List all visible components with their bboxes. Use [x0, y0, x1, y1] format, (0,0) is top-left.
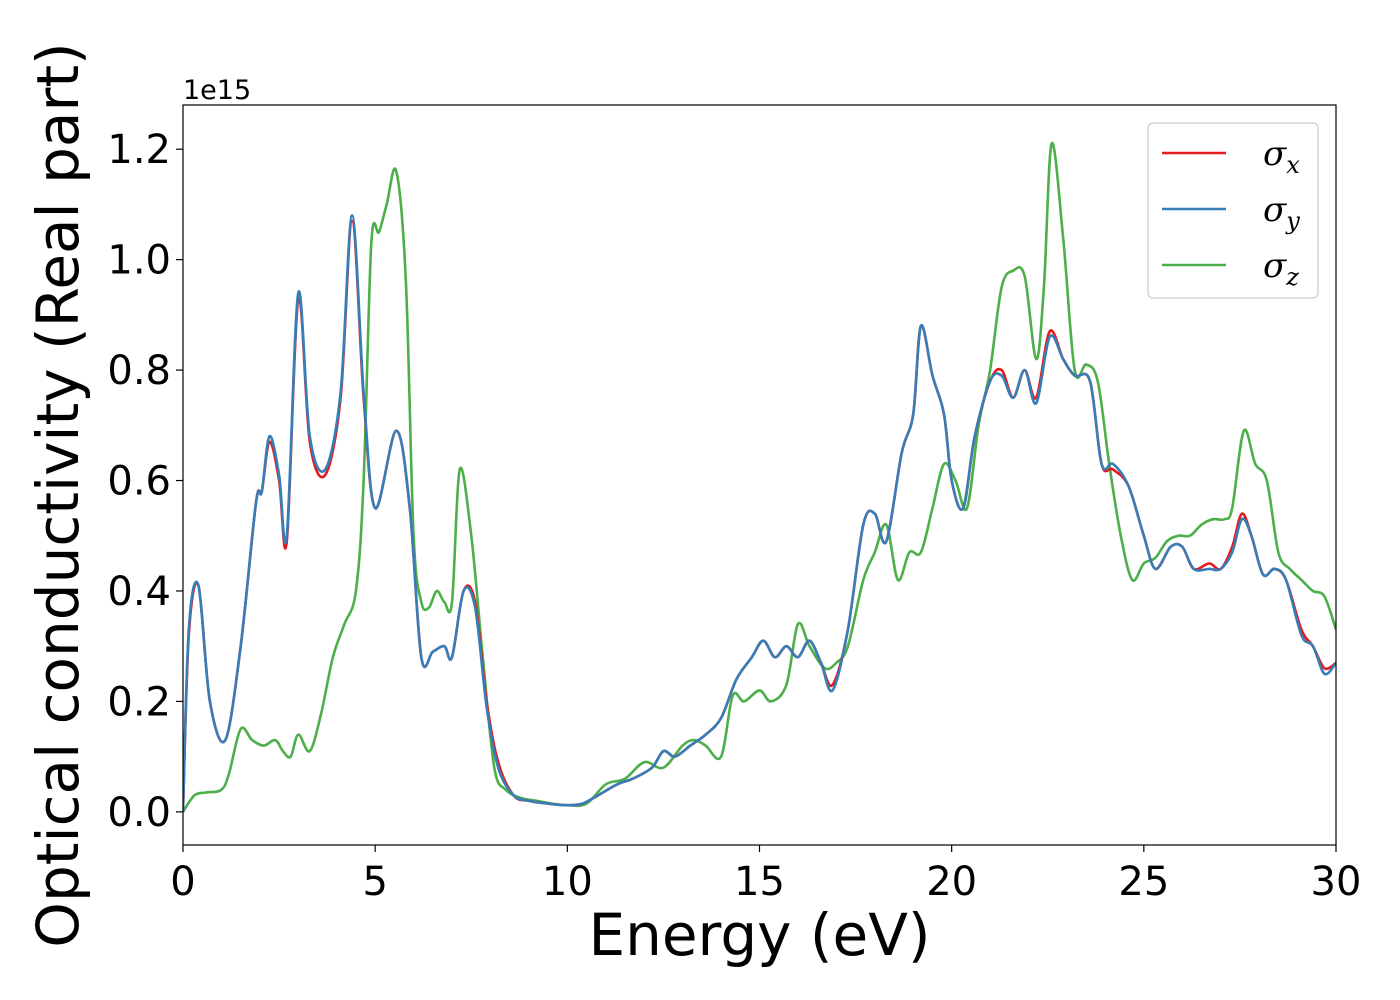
- x-axis-label: Energy (eV): [588, 901, 930, 969]
- legend-label-z: σz: [1263, 246, 1299, 291]
- y-tick-label: 0.0: [107, 790, 171, 836]
- legend-label-subscript: z: [1285, 263, 1299, 291]
- x-tick-label: 15: [734, 859, 785, 905]
- x-tick-label: 10: [542, 859, 593, 905]
- y-tick-label: 0.2: [107, 679, 171, 725]
- y-tick-label: 0.6: [107, 459, 171, 505]
- x-tick-label: 30: [1311, 859, 1362, 905]
- y-axis: 0.0 0.2 0.4 0.6 0.8 1.0 1.2: [107, 127, 183, 836]
- legend-label-subscript: y: [1285, 207, 1300, 235]
- legend-label-y: σy: [1263, 190, 1300, 235]
- x-tick-label: 5: [362, 859, 387, 905]
- y-offset-text: 1e15: [183, 75, 251, 106]
- y-tick-label: 0.8: [107, 348, 171, 394]
- x-axis: 0 5 10 15 20 25 30: [170, 845, 1361, 905]
- series-layer: [183, 141, 1336, 813]
- y-axis-label: Optical conductivity (Real part): [24, 42, 92, 947]
- series-line-y: [183, 214, 1336, 812]
- legend-label-base: σ: [1263, 190, 1287, 230]
- legend-label-subscript: x: [1286, 151, 1300, 179]
- legend-label-base: σ: [1263, 134, 1287, 174]
- x-tick-label: 0: [170, 859, 195, 905]
- legend-label-base: σ: [1263, 246, 1287, 286]
- legend-label-x: σx: [1263, 134, 1300, 179]
- y-tick-label: 1.0: [107, 238, 171, 284]
- y-tick-label: 0.4: [107, 569, 171, 615]
- x-tick-label: 25: [1118, 859, 1169, 905]
- series-line-z: [183, 141, 1336, 813]
- y-tick-label: 1.2: [107, 127, 171, 173]
- x-tick-label: 20: [926, 859, 977, 905]
- legend-box: [1147, 122, 1319, 299]
